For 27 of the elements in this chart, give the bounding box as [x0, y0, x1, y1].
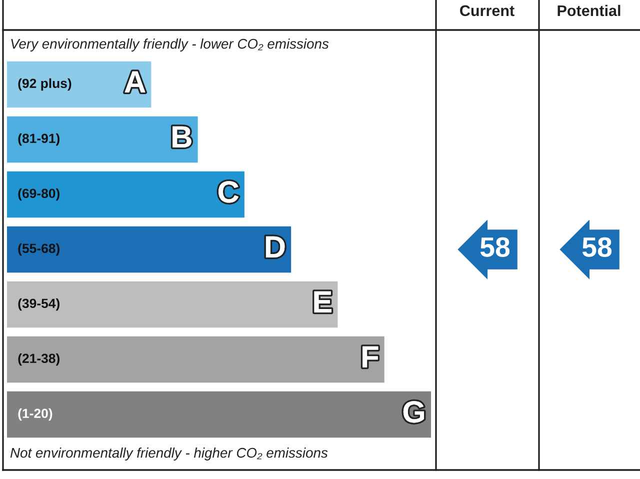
bar [7, 336, 384, 383]
y-tick-label: B [172, 126, 192, 148]
y-tick-label: G [403, 401, 424, 423]
y-tick-label: D [266, 236, 285, 258]
annotation: (1-20) [18, 408, 52, 421]
text: Current [460, 5, 514, 16]
y-tick-label: F [362, 346, 378, 368]
text: Potential [558, 4, 620, 16]
bar [7, 61, 152, 108]
y-tick-label: C [218, 181, 239, 203]
y-tick-label: A [124, 71, 146, 92]
text: 58 [582, 237, 612, 257]
text: 58 [480, 237, 510, 257]
bar [7, 281, 338, 328]
bar [7, 391, 431, 438]
text: Very environmentally friendly - lower CO₂ emissions [11, 38, 329, 52]
bar [7, 226, 292, 273]
annotation: (55-68) [18, 243, 60, 256]
annotation: (21-38) [18, 353, 60, 366]
bar [7, 116, 198, 163]
y-tick-label: E [314, 291, 332, 312]
annotation: (39-54) [18, 298, 60, 311]
annotation: (92 plus) [18, 78, 72, 91]
text: Not environmentally friendly - higher CO₂ emissions [10, 448, 328, 460]
bar [7, 171, 244, 218]
annotation: (81-91) [18, 133, 60, 146]
annotation: (69-80) [18, 188, 60, 201]
